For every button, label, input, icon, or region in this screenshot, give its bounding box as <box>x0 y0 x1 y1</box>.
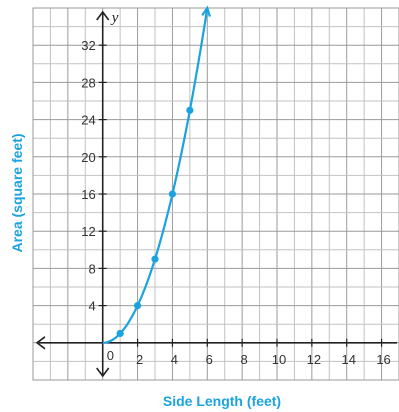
x-axis-title: Side Length (feet) <box>163 393 281 409</box>
x-tick-label: 14 <box>341 352 355 367</box>
x-tick-labels: 2 4 6 8 10 12 14 16 <box>136 338 391 367</box>
data-point <box>133 302 142 310</box>
series <box>102 5 211 344</box>
y-tick-labels: 4 8 12 16 20 24 28 32 <box>81 38 107 314</box>
y-tick-label: 28 <box>81 75 95 90</box>
x-tick-label: 16 <box>376 352 390 367</box>
y-tick-label: 32 <box>81 38 95 53</box>
x-tick-label: 10 <box>272 352 286 367</box>
data-point <box>116 329 124 338</box>
y-tick-label: 24 <box>81 113 95 128</box>
x-tick-label: 6 <box>206 352 213 367</box>
x-tick-label: 2 <box>136 352 143 367</box>
y-tick-label: 4 <box>88 299 95 314</box>
data-point <box>151 255 159 263</box>
y-axis-variable: y <box>110 10 119 26</box>
y-tick-label: 16 <box>81 187 95 202</box>
series-arrow <box>201 5 211 17</box>
y-tick-label: 8 <box>88 261 95 276</box>
y-tick-label: 12 <box>81 224 95 239</box>
y-axis-arrow-up <box>96 10 110 21</box>
x-tick-label: 12 <box>307 352 321 367</box>
x-tick-label: 4 <box>171 352 178 367</box>
origin-label: 0 <box>107 348 114 363</box>
x-axis-arrow-left <box>35 336 46 350</box>
y-axis-arrow-down <box>96 367 110 378</box>
y-axis-title: Area (square feet) <box>9 133 25 252</box>
grid <box>32 7 399 381</box>
data-point <box>168 190 177 198</box>
data-point <box>186 106 194 114</box>
x-tick-label: 8 <box>241 352 248 367</box>
y-tick-label: 20 <box>81 150 95 165</box>
plot-frame <box>32 7 399 381</box>
